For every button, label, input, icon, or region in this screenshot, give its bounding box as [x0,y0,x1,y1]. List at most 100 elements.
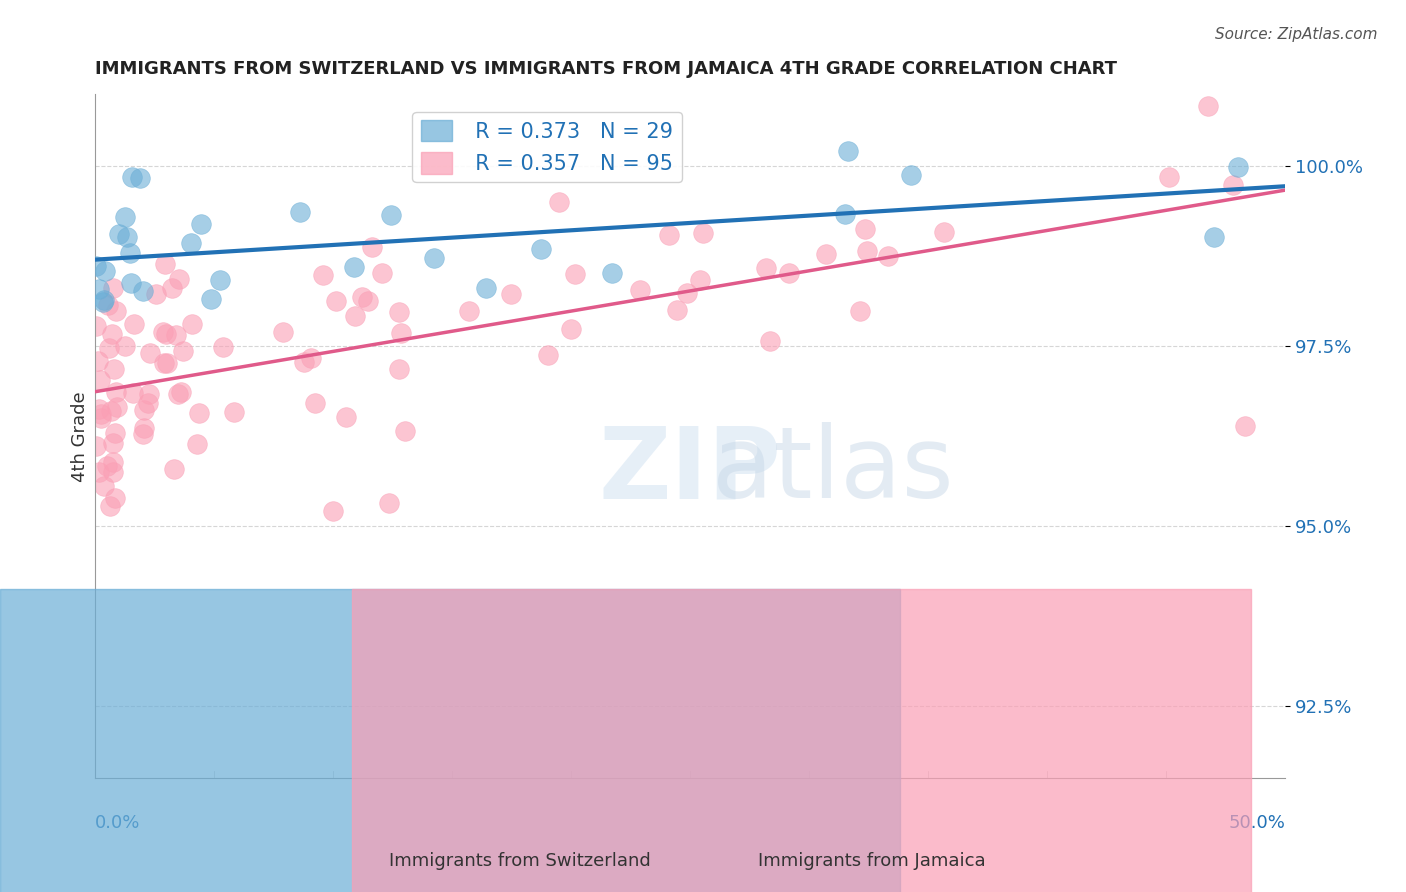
Point [564,268,586,282]
Point [107,227,129,241]
Point [101,465,124,479]
Point [322,504,344,518]
Point [377,496,399,510]
Point [90,410,112,425]
Point [169,385,191,400]
Point [132,426,155,441]
Point [87,282,110,296]
Point [288,204,311,219]
Point [759,334,782,349]
Point [499,286,522,301]
Point [93,293,115,307]
Point [167,272,190,286]
Point [361,240,384,254]
Point [97,341,120,355]
Point [1233,419,1256,434]
Point [304,396,326,410]
Point [180,235,202,250]
Point [114,339,136,353]
Point [165,327,187,342]
Point [560,322,582,336]
Point [530,242,553,256]
Point [105,384,128,399]
Point [103,281,125,295]
Point [371,266,394,280]
Point [84,439,107,453]
Point [138,386,160,401]
Point [155,326,177,341]
Point [856,244,879,259]
Point [474,281,496,295]
Point [172,344,194,359]
Text: Immigrants from Jamaica: Immigrants from Jamaica [758,852,986,870]
Point [222,405,245,419]
Point [134,420,156,434]
Point [190,217,212,231]
Point [755,260,778,275]
Point [837,144,859,158]
Point [87,402,110,417]
Point [357,293,380,308]
Point [101,326,124,341]
Text: Source: ZipAtlas.com: Source: ZipAtlas.com [1215,27,1378,42]
Point [547,194,569,209]
Point [208,273,231,287]
Point [187,406,209,420]
Point [156,356,179,370]
Point [121,169,143,184]
Point [335,409,357,424]
Point [117,229,139,244]
Legend:   R = 0.373   N = 29,   R = 0.357   N = 95: R = 0.373 N = 29, R = 0.357 N = 95 [412,112,682,182]
Point [853,222,876,236]
Point [114,210,136,224]
Point [145,287,167,301]
Point [167,387,190,401]
Point [388,304,411,318]
Point [86,354,108,368]
Point [1222,178,1244,192]
Point [132,285,155,299]
Point [100,404,122,418]
Point [1157,169,1180,184]
Point [343,260,366,274]
Point [658,228,681,243]
Point [155,257,177,271]
Point [934,225,956,239]
Point [1197,99,1219,113]
Point [325,293,347,308]
Point [458,304,481,318]
Point [129,170,152,185]
Point [132,402,155,417]
Point [814,246,837,260]
Point [692,226,714,240]
Point [423,252,446,266]
Point [153,356,176,370]
Text: 50.0%: 50.0% [1229,814,1285,832]
Text: Immigrants from Switzerland: Immigrants from Switzerland [389,852,651,870]
Point [90,407,112,421]
Point [676,285,699,300]
Point [292,355,315,369]
Point [94,264,117,278]
Point [350,290,373,304]
Point [200,292,222,306]
Text: ZIP: ZIP [599,422,782,519]
Point [1202,229,1225,244]
Point [666,302,689,317]
Point [388,362,411,376]
Point [101,435,124,450]
Point [778,266,800,280]
Point [97,298,120,312]
Point [163,462,186,476]
Point [537,348,560,362]
Point [299,351,322,365]
Point [89,465,111,479]
Point [602,266,624,280]
Point [628,283,651,297]
Point [139,345,162,359]
Point [273,325,295,339]
Point [93,478,115,492]
Point [152,326,174,340]
Point [389,326,412,340]
Point [120,246,142,260]
